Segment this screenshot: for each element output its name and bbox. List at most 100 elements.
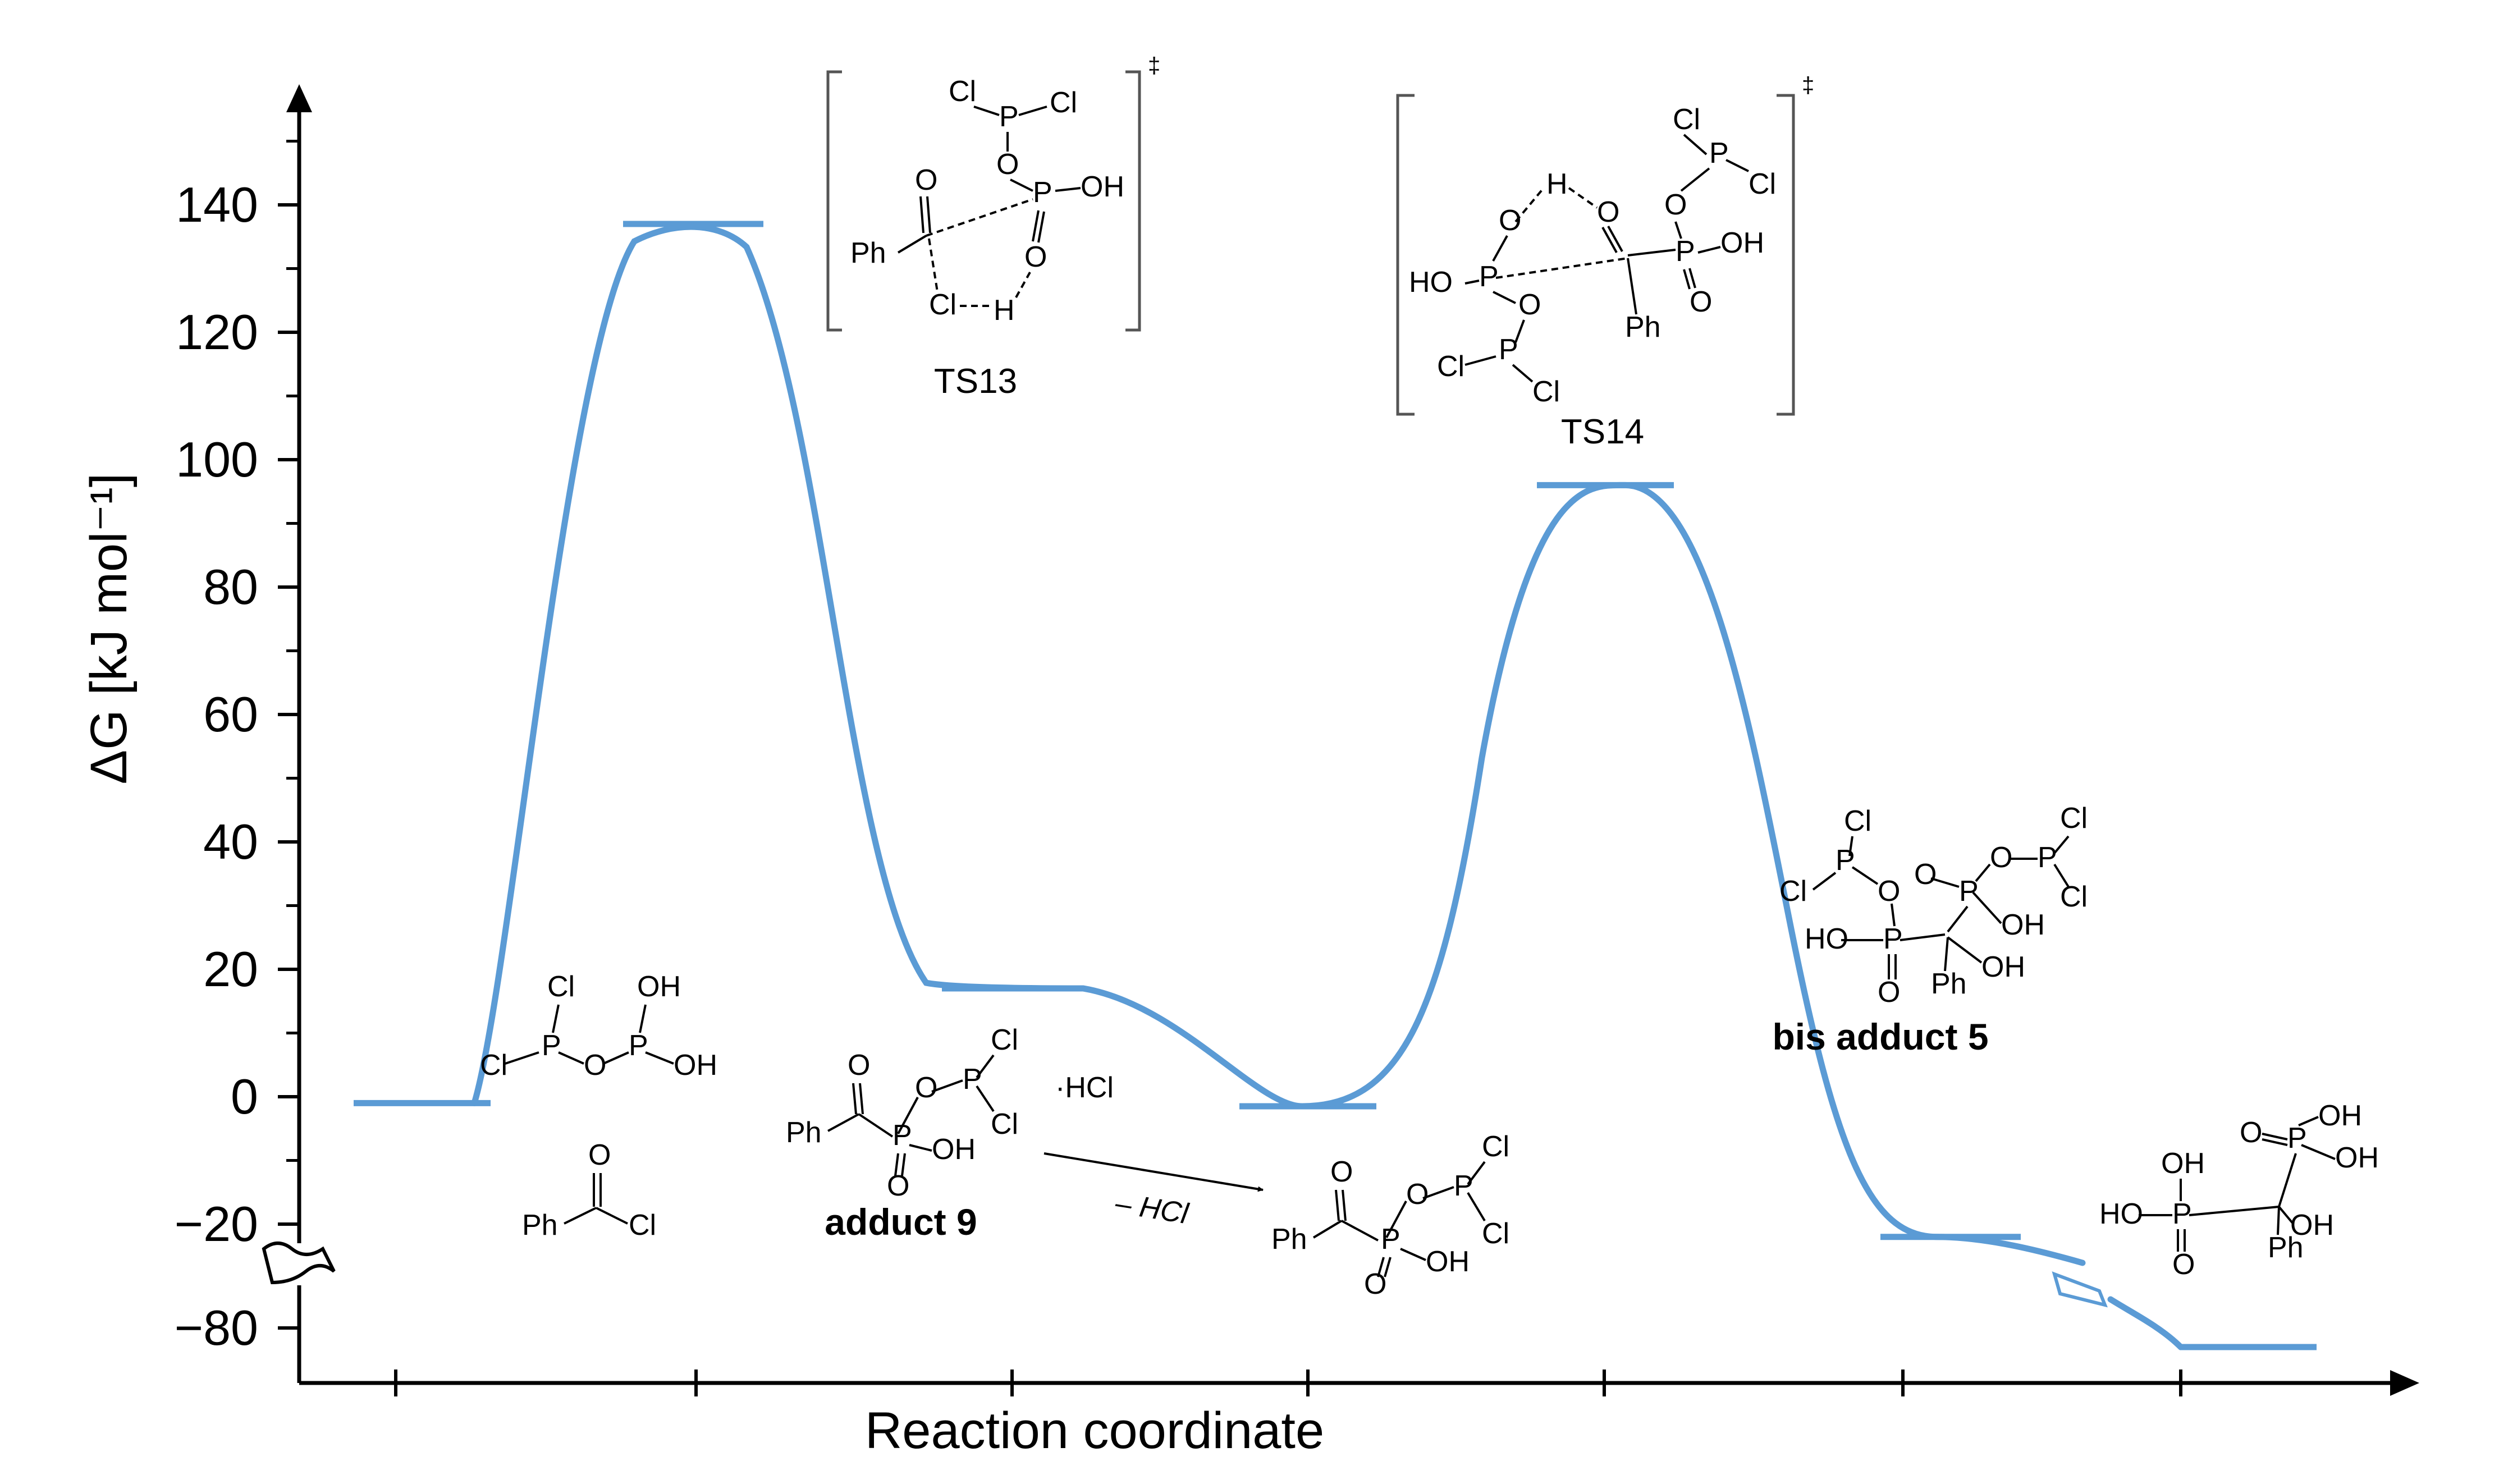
a9-o-3: O — [887, 1170, 909, 1202]
r-cl-1: Cl — [547, 970, 575, 1003]
x-axis-title: Reaction coordinate — [865, 1402, 1324, 1459]
ts14-o-5: O — [1690, 286, 1712, 318]
ts14-p-2: P — [1676, 235, 1695, 268]
a9-o-2: O — [915, 1071, 937, 1104]
b5-o-1: O — [1878, 875, 1900, 908]
r-oh-2: OH — [674, 1049, 717, 1082]
ts13-h: H — [994, 294, 1015, 327]
x-ticks — [394, 1370, 2182, 1396]
fp-oh-2: OH — [2335, 1142, 2379, 1174]
adduct9-label: adduct 9 — [825, 1201, 977, 1243]
bis-adduct5-label: bis adduct 5 — [1772, 1016, 1988, 1057]
r-o: O — [584, 1049, 606, 1082]
pr-o-1: O — [1330, 1156, 1353, 1188]
pr-oh: OH — [1426, 1245, 1470, 1278]
r-p-2: P — [629, 1029, 648, 1062]
y-tick-label: 140 — [176, 177, 258, 232]
b5-p-4: P — [1883, 923, 1903, 955]
pr-cl-1: Cl — [1482, 1130, 1509, 1163]
b5-oh-1: OH — [2001, 909, 2045, 941]
b5-o-2: O — [1914, 858, 1937, 891]
axes: 140 120 100 80 60 40 20 0 −20 −80 — [175, 84, 2419, 1396]
y-ticks: 140 120 100 80 60 40 20 0 −20 −80 — [175, 140, 299, 1355]
ts13-dagger: ‡ — [1148, 53, 1160, 78]
fp-p-2: P — [2172, 1198, 2192, 1230]
adduct9-product-structure: O O P Cl Cl Ph P OH O — [1271, 1130, 1509, 1300]
y-tick-label: 100 — [176, 432, 258, 487]
b5-p-1: P — [1836, 844, 1855, 877]
fp-ho: HO — [2099, 1198, 2143, 1230]
pr-o-2: O — [1406, 1178, 1429, 1211]
profile-break-symbol — [2052, 1271, 2108, 1308]
r-p-1: P — [542, 1029, 561, 1062]
bis-adduct5-structure: Cl P Cl O O P O P Cl Cl OH HO P OH Ph O — [1772, 802, 2088, 1057]
y-axis-arrow — [286, 84, 312, 112]
adduct9-structure: O O P Cl Cl Ph P OH O ·HCl adduct 9 – HC… — [786, 1024, 1264, 1243]
y-tick-label: −20 — [175, 1196, 258, 1252]
fp-ph: Ph — [2268, 1231, 2304, 1264]
b5-cl-2: Cl — [1779, 875, 1807, 908]
ts13-ph: Ph — [850, 237, 886, 269]
ts13-o-1: O — [996, 148, 1019, 181]
a9-cl-1: Cl — [991, 1024, 1018, 1056]
ts14-h: H — [1546, 168, 1568, 200]
b5-cl-4: Cl — [2060, 881, 2088, 913]
b5-o-3: O — [1990, 841, 2012, 874]
benzoyl-o: O — [588, 1139, 611, 1171]
ts14-ho: HO — [1409, 266, 1453, 299]
ts14-p-3: P — [1479, 260, 1499, 293]
benzoyl-cl: Cl — [629, 1209, 656, 1242]
ts14-o-2: O — [1499, 204, 1521, 237]
b5-o-4: O — [1878, 976, 1900, 1009]
ts13-label: TS13 — [934, 362, 1017, 401]
ts13-oh: OH — [1081, 171, 1124, 203]
ts14-structure: ‡ TS14 Cl P Cl O O H O P OH HO P O O Ph … — [1396, 73, 1814, 451]
energy-profile-curve-tail — [2107, 1296, 2184, 1350]
ts14-cl-3: Cl — [1437, 350, 1464, 383]
ts14-p-1: P — [1709, 137, 1729, 170]
b5-cl-3: Cl — [2060, 802, 2088, 835]
benzoyl-ph: Ph — [522, 1209, 558, 1242]
ts14-left-bracket — [1396, 94, 1415, 416]
b5-cl-1: Cl — [1844, 805, 1871, 837]
reactant-structures: Cl OH Cl P O P OH O Ph Cl — [480, 970, 717, 1242]
ts13-structure: ‡ TS13 Cl P Cl O O P OH Ph O Cl H — [826, 53, 1160, 401]
b5-ph: Ph — [1931, 968, 1967, 1000]
pr-ph: Ph — [1271, 1223, 1307, 1256]
axis-break-symbol — [262, 1242, 336, 1285]
y-tick-label: 0 — [231, 1069, 258, 1124]
a9-cl-2: Cl — [991, 1108, 1018, 1141]
ts13-o-2: O — [915, 164, 937, 196]
ts14-o-4: O — [1518, 288, 1541, 321]
ts14-label: TS14 — [1561, 413, 1644, 451]
y-axis-title: ΔG [kJ mol⁻¹] — [80, 473, 138, 785]
pr-o-3: O — [1364, 1268, 1386, 1300]
ts14-o-1: O — [1664, 189, 1687, 221]
a9-oh: OH — [932, 1133, 976, 1166]
ts14-dagger: ‡ — [1802, 73, 1814, 98]
a9-o-1: O — [848, 1049, 870, 1082]
fp-p-1: P — [2287, 1122, 2307, 1155]
ts13-p-2: P — [1033, 176, 1052, 209]
ts14-oh: OH — [1720, 227, 1764, 259]
fp-o-2: O — [2172, 1248, 2195, 1281]
r-cl-2: Cl — [480, 1049, 507, 1082]
x-axis-arrow — [2390, 1370, 2419, 1396]
ts13-cl-1: Cl — [949, 75, 976, 108]
a9-hcl: ·HCl — [1055, 1071, 1114, 1104]
b5-oh-2: OH — [1981, 951, 2025, 983]
pr-cl-2: Cl — [1482, 1217, 1509, 1250]
fp-oh-1: OH — [2318, 1100, 2362, 1132]
ts14-cl-4: Cl — [1532, 375, 1560, 408]
y-tick-label: 40 — [203, 814, 258, 869]
hcl-loss-label: – HCl — [1113, 1187, 1191, 1230]
ts13-p-1: P — [999, 100, 1019, 133]
ts13-right-bracket — [1125, 70, 1141, 332]
y-tick-label: −80 — [175, 1300, 258, 1355]
ts14-ph: Ph — [1625, 311, 1661, 343]
energy-profile-curve — [471, 223, 2086, 1266]
hcl-loss-arrow — [1043, 1152, 1264, 1192]
ts13-left-bracket — [826, 70, 842, 332]
y-tick-label: 20 — [203, 941, 258, 997]
ts13-cl-2: Cl — [1050, 86, 1077, 119]
